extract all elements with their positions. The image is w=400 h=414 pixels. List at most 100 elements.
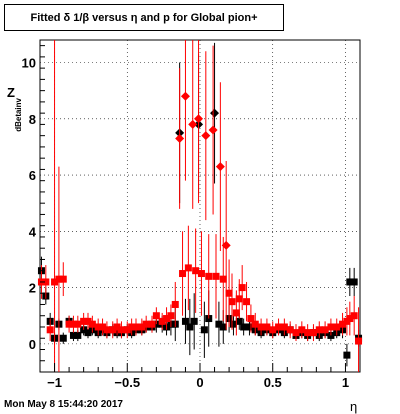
x-tick-label: 0.5	[264, 375, 282, 390]
data-point-square	[171, 300, 179, 308]
y-tick-label: 10	[22, 56, 36, 71]
data-point-square	[74, 331, 82, 339]
data-point-square	[109, 326, 117, 334]
data-point-square	[205, 272, 213, 280]
data-point-square	[232, 309, 240, 317]
data-point-square	[339, 320, 347, 328]
data-point-square	[228, 298, 236, 306]
data-point-square	[240, 323, 248, 331]
series-red	[37, 40, 363, 372]
data-point-square	[235, 317, 243, 325]
data-point-square	[51, 278, 59, 286]
y-tick-label: 4	[29, 224, 37, 239]
y-axis-label-subscript: dBetainv	[14, 98, 23, 132]
data-point-square	[84, 317, 92, 325]
data-point-square	[286, 326, 294, 334]
data-point-square	[99, 323, 107, 331]
data-point-square	[225, 289, 233, 297]
data-point-square	[117, 326, 125, 334]
data-point-square	[245, 323, 253, 331]
y-tick-label: 6	[29, 168, 36, 183]
data-point-square	[74, 320, 82, 328]
data-point-square	[88, 320, 96, 328]
data-point-square	[346, 278, 354, 286]
timestamp-footer: Mon May 8 15:44:20 2017	[4, 399, 123, 410]
data-point-square	[321, 326, 329, 334]
data-point-square	[269, 326, 277, 334]
y-axis-label: Z dBetainv	[0, 70, 23, 132]
data-point-square	[219, 275, 227, 283]
data-point-square	[350, 312, 358, 320]
data-series-layer	[37, 40, 363, 372]
x-tick-label: 0	[196, 375, 203, 390]
data-point-square	[327, 323, 335, 331]
x-tick-label: −0.5	[114, 375, 140, 390]
data-point-square	[238, 284, 246, 292]
data-point-diamond	[208, 125, 218, 135]
data-point-square	[229, 320, 237, 328]
data-point-square	[219, 323, 227, 331]
data-point-square	[243, 298, 251, 306]
data-point-square	[280, 323, 288, 331]
data-point-square	[200, 326, 208, 334]
data-point-square	[298, 326, 306, 334]
data-point-square	[65, 320, 73, 328]
data-point-square	[142, 320, 150, 328]
data-point-square	[138, 323, 146, 331]
data-point-square	[292, 329, 300, 337]
data-point-square	[235, 295, 243, 303]
data-point-square	[333, 323, 341, 331]
data-point-square	[128, 323, 136, 331]
data-point-square	[179, 270, 187, 278]
data-point-diamond	[188, 119, 198, 129]
data-point-diamond	[180, 91, 190, 101]
y-tick-label: 2	[29, 281, 36, 296]
x-tick-label: 1	[342, 375, 349, 390]
data-point-square	[132, 323, 140, 331]
data-point-square	[215, 320, 223, 328]
data-point-square	[212, 272, 220, 280]
data-point-square	[167, 312, 175, 320]
data-point-square	[103, 326, 111, 334]
data-point-diamond	[221, 240, 231, 250]
data-point-square	[148, 320, 156, 328]
data-point-square	[343, 351, 351, 359]
data-point-square	[251, 320, 259, 328]
data-point-diamond	[215, 162, 225, 172]
data-point-square	[184, 264, 192, 272]
data-point-square	[55, 275, 63, 283]
data-point-square	[152, 312, 160, 320]
data-point-square	[59, 334, 67, 342]
data-point-square	[80, 317, 88, 325]
data-point-square	[123, 326, 131, 334]
data-point-square	[190, 317, 198, 325]
data-point-square	[46, 326, 54, 334]
y-axis-label-main: Z	[7, 85, 15, 100]
data-point-square	[247, 315, 255, 323]
data-point-diamond	[175, 133, 185, 143]
x-tick-label: −1	[47, 375, 62, 390]
data-point-square	[69, 331, 77, 339]
chart-title: Fitted δ 1/β versus η and p for Global p…	[4, 4, 284, 31]
data-point-square	[304, 329, 312, 337]
y-tick-label: 8	[29, 112, 36, 127]
data-point-square	[197, 270, 205, 278]
data-point-square	[192, 267, 200, 275]
y-tick-label: 0	[29, 337, 36, 352]
data-point-square	[263, 323, 271, 331]
data-point-square	[186, 323, 194, 331]
data-point-square	[84, 329, 92, 337]
data-point-diamond	[201, 131, 211, 141]
data-point-square	[59, 275, 67, 283]
data-point-square	[158, 317, 166, 325]
data-point-square	[315, 326, 323, 334]
data-point-diamond	[210, 108, 220, 118]
data-point-square	[181, 317, 189, 325]
data-point-square	[257, 323, 265, 331]
data-point-square	[94, 323, 102, 331]
data-point-square	[350, 278, 358, 286]
data-point-square	[113, 323, 121, 331]
data-point-square	[163, 315, 171, 323]
data-point-square	[355, 337, 363, 345]
